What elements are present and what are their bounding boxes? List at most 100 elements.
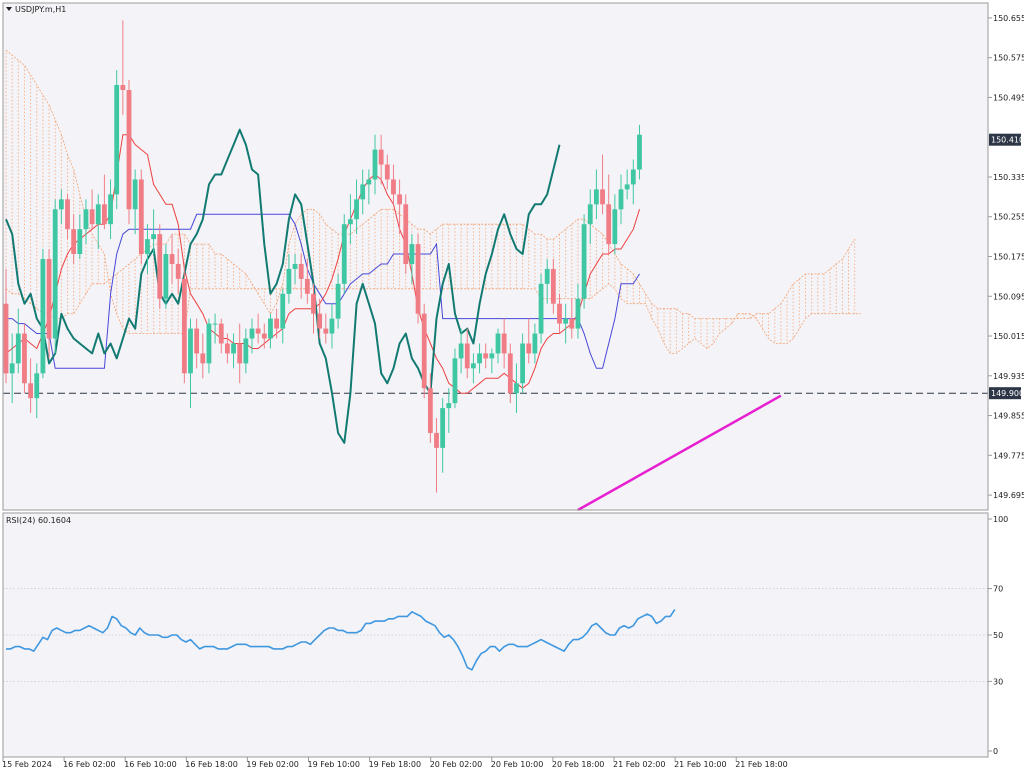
candle-body bbox=[304, 278, 310, 294]
candle-body bbox=[354, 199, 359, 220]
candle bbox=[403, 194, 409, 274]
candle bbox=[372, 134, 378, 195]
candle-body bbox=[249, 328, 255, 339]
price-tick-label: 150.575 bbox=[993, 54, 1024, 63]
time-tick-label: 15 Feb 2024 bbox=[2, 760, 52, 769]
candle bbox=[58, 189, 64, 225]
candle bbox=[464, 328, 470, 379]
candle bbox=[563, 303, 569, 344]
rsi-panel-background bbox=[3, 513, 988, 757]
candle-body bbox=[9, 363, 15, 374]
candle bbox=[237, 323, 243, 384]
candle bbox=[483, 343, 489, 369]
candle bbox=[3, 268, 9, 384]
candle bbox=[538, 273, 544, 344]
candle-body bbox=[138, 179, 144, 255]
candle bbox=[569, 298, 575, 339]
candle-body bbox=[637, 134, 642, 170]
candle bbox=[575, 283, 581, 339]
candle-body bbox=[77, 229, 83, 255]
candle bbox=[409, 234, 415, 284]
time-tick-label: 21 Feb 10:00 bbox=[674, 760, 726, 769]
candle bbox=[434, 418, 439, 493]
candle bbox=[145, 224, 150, 274]
candle bbox=[304, 258, 310, 304]
candle-body bbox=[274, 318, 279, 329]
price-tick-label: 150.175 bbox=[993, 253, 1024, 262]
candle-body bbox=[108, 194, 113, 225]
candle bbox=[311, 283, 316, 334]
candle-body bbox=[612, 209, 618, 245]
candle-body bbox=[397, 194, 402, 205]
candle-body bbox=[587, 204, 593, 225]
candle-body bbox=[538, 283, 544, 334]
candle bbox=[520, 333, 525, 394]
rsi-indicator bbox=[6, 609, 676, 671]
candle-body bbox=[188, 328, 193, 374]
candle-body bbox=[286, 268, 292, 294]
time-tick-label: 19 Feb 18:00 bbox=[369, 760, 421, 769]
candle bbox=[268, 313, 273, 349]
candle bbox=[102, 174, 107, 230]
candle bbox=[378, 134, 384, 185]
rsi-tick-label: 30 bbox=[993, 677, 1003, 686]
dropdown-triangle-icon[interactable] bbox=[6, 7, 12, 11]
candle-body bbox=[391, 179, 396, 195]
candle-body bbox=[298, 263, 304, 279]
price-tick-label: 149.935 bbox=[993, 372, 1024, 381]
candle-body bbox=[378, 149, 384, 165]
candle bbox=[360, 169, 366, 215]
price-tick-label: 149.855 bbox=[993, 412, 1024, 421]
chart-title: USDJPY.m,H1 bbox=[15, 5, 66, 14]
candle-body bbox=[175, 263, 181, 279]
candle-body bbox=[335, 283, 341, 319]
candle-body bbox=[452, 358, 458, 404]
candle-body bbox=[464, 343, 470, 369]
candle-body bbox=[550, 268, 556, 304]
candle bbox=[514, 363, 519, 414]
candle bbox=[298, 254, 304, 299]
candle-body bbox=[120, 85, 126, 90]
candle bbox=[415, 234, 421, 324]
candle bbox=[292, 254, 298, 284]
candle bbox=[120, 20, 126, 115]
candle bbox=[458, 328, 464, 374]
current-price-marker: 150.410 bbox=[989, 133, 1024, 146]
candle bbox=[323, 313, 329, 344]
candle-body bbox=[28, 383, 33, 399]
candle-body bbox=[194, 328, 200, 354]
candle-body bbox=[3, 303, 9, 374]
rsi-tick-label: 50 bbox=[993, 631, 1003, 640]
price-tick-label: 150.655 bbox=[993, 14, 1024, 23]
rsi-line bbox=[6, 609, 676, 671]
candle-body bbox=[231, 343, 236, 354]
candle bbox=[138, 169, 144, 264]
candle-body bbox=[403, 204, 409, 264]
candle bbox=[231, 333, 236, 369]
candle-body bbox=[440, 408, 446, 448]
candle bbox=[532, 323, 538, 364]
candle bbox=[446, 388, 452, 433]
candle-body bbox=[594, 189, 599, 205]
candle-body bbox=[483, 353, 489, 359]
grid-lines bbox=[3, 392, 988, 682]
candle-body bbox=[225, 343, 230, 354]
candle-body bbox=[243, 338, 249, 364]
candle bbox=[471, 353, 476, 384]
time-tick-label: 16 Feb 02:00 bbox=[63, 760, 115, 769]
candle-body bbox=[200, 353, 206, 364]
candle bbox=[452, 348, 458, 409]
candle-body bbox=[514, 383, 519, 394]
candle bbox=[200, 333, 206, 379]
candle bbox=[348, 194, 353, 245]
candle bbox=[280, 288, 286, 344]
candle bbox=[637, 124, 642, 180]
candle bbox=[163, 244, 169, 309]
candle bbox=[181, 263, 187, 384]
candle bbox=[206, 318, 212, 374]
candle bbox=[286, 254, 292, 304]
candle-body bbox=[95, 204, 101, 225]
candle-body bbox=[102, 204, 107, 225]
candle-body bbox=[606, 204, 612, 245]
